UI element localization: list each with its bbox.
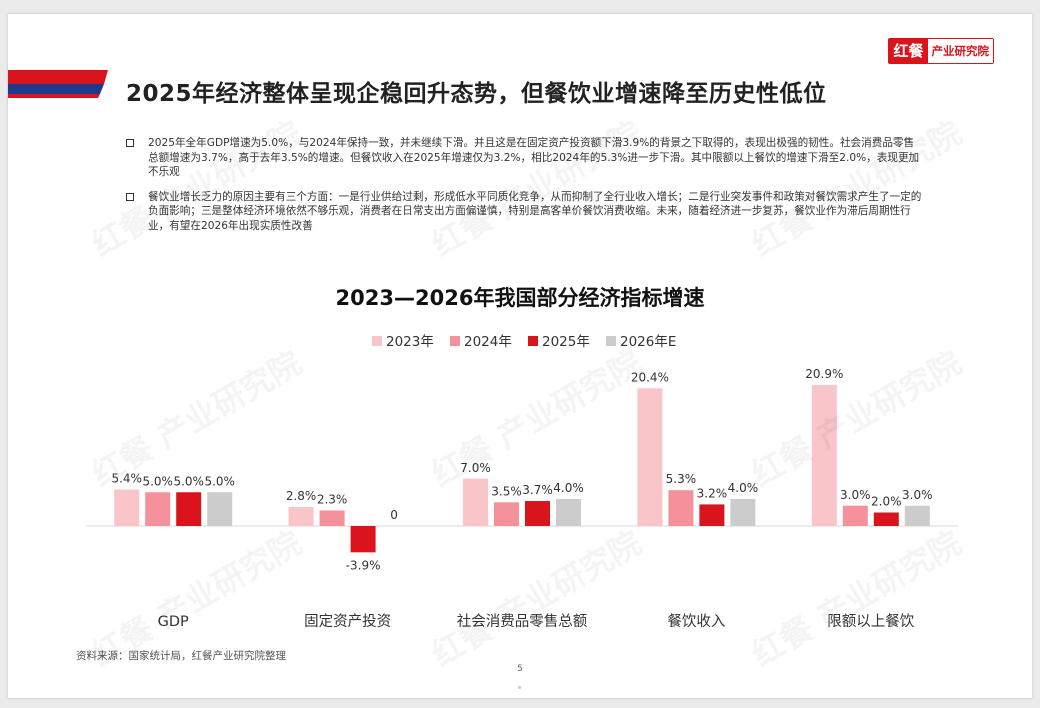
bar — [811, 384, 837, 526]
data-label: 2.8% — [286, 489, 317, 503]
brand-name: 产业研究院 — [927, 39, 993, 63]
legend-label: 2026年E — [620, 334, 676, 350]
legend-swatch — [450, 336, 460, 346]
category-label: GDP — [158, 614, 189, 630]
data-label: 2.0% — [871, 495, 902, 509]
data-label: 3.2% — [697, 486, 728, 500]
data-label: 7.0% — [460, 461, 491, 475]
source-note: 资料来源：国家统计局，红餐产业研究院整理 — [76, 650, 286, 662]
data-label: 3.0% — [840, 488, 871, 502]
legend-swatch — [606, 336, 616, 346]
data-label: 4.0% — [553, 481, 584, 495]
brand-logo: 红餐 产业研究院 — [888, 38, 994, 64]
category-label: 固定资产投资 — [304, 613, 391, 630]
legend-label: 2025年 — [542, 334, 590, 350]
legend-label: 2024年 — [464, 334, 512, 350]
page-number: 5 — [517, 664, 523, 674]
page-title: 2025年经济整体呈现企稳回升态势，但餐饮业增速降至历史性低位 — [126, 81, 827, 107]
data-label: 3.5% — [491, 484, 522, 498]
data-label: 0 — [390, 508, 398, 522]
bar — [904, 505, 930, 526]
bullet-item: 2025年全年GDP增速为5.0%，与2024年保持一致，并未继续下滑。并且这是… — [124, 136, 924, 180]
category-label: 社会消费品零售总额 — [457, 613, 588, 630]
square-bullet-icon — [126, 192, 134, 201]
bullet-text: 餐饮业增长乏力的原因主要有三个方面：一是行业供给过剩，形成低水平同质化竞争，从而… — [148, 190, 922, 232]
legend-label: 2023年 — [386, 334, 434, 350]
legend-swatch — [528, 336, 538, 346]
page-dot — [518, 686, 521, 689]
bar — [176, 492, 202, 526]
legend-swatch — [372, 336, 382, 346]
data-label: 3.7% — [522, 483, 553, 497]
bullet-text: 2025年全年GDP增速为5.0%，与2024年保持一致，并未继续下滑。并且这是… — [148, 137, 920, 178]
bar — [668, 490, 694, 526]
bar — [494, 502, 519, 526]
bar — [319, 510, 345, 526]
data-label: 5.3% — [666, 472, 697, 486]
slide: 红餐 产业研究院 2025年经济整体呈现企稳回升态势，但餐饮业增速降至历史性低位… — [8, 14, 1032, 698]
data-label: 2.3% — [317, 492, 348, 506]
brand-mark: 红餐 — [889, 39, 928, 63]
category-label: 餐饮收入 — [667, 613, 725, 630]
bar — [637, 388, 663, 526]
data-label: 4.0% — [728, 481, 759, 495]
data-label: -3.9% — [346, 558, 381, 572]
data-label: 20.4% — [631, 370, 669, 384]
bullet-list: 2025年全年GDP增速为5.0%，与2024年保持一致，并未继续下滑。并且这是… — [124, 136, 924, 243]
bar — [699, 504, 725, 526]
bullet-item: 餐饮业增长乏力的原因主要有三个方面：一是行业供给过剩，形成低水平同质化竞争，从而… — [124, 190, 924, 234]
data-label: 5.4% — [111, 472, 142, 486]
data-label: 5.0% — [204, 474, 235, 488]
data-label: 3.0% — [902, 488, 933, 502]
bar — [873, 512, 899, 526]
bar — [207, 492, 233, 526]
data-label: 20.9% — [805, 367, 843, 381]
bar — [556, 499, 581, 526]
bar — [463, 478, 488, 526]
bar — [842, 505, 868, 526]
bar — [730, 499, 756, 526]
bar — [288, 507, 314, 526]
chart-title: 2023—2026年我国部分经济指标增速 — [335, 286, 705, 310]
square-bullet-icon — [126, 139, 134, 147]
category-label: 限额以上餐饮 — [827, 613, 914, 630]
bar — [145, 492, 171, 526]
title-flag-decoration — [8, 70, 108, 98]
data-label: 5.0% — [142, 474, 173, 488]
bar — [525, 501, 550, 526]
data-label: 5.0% — [173, 474, 204, 488]
bar — [350, 526, 376, 553]
bar — [114, 489, 140, 526]
